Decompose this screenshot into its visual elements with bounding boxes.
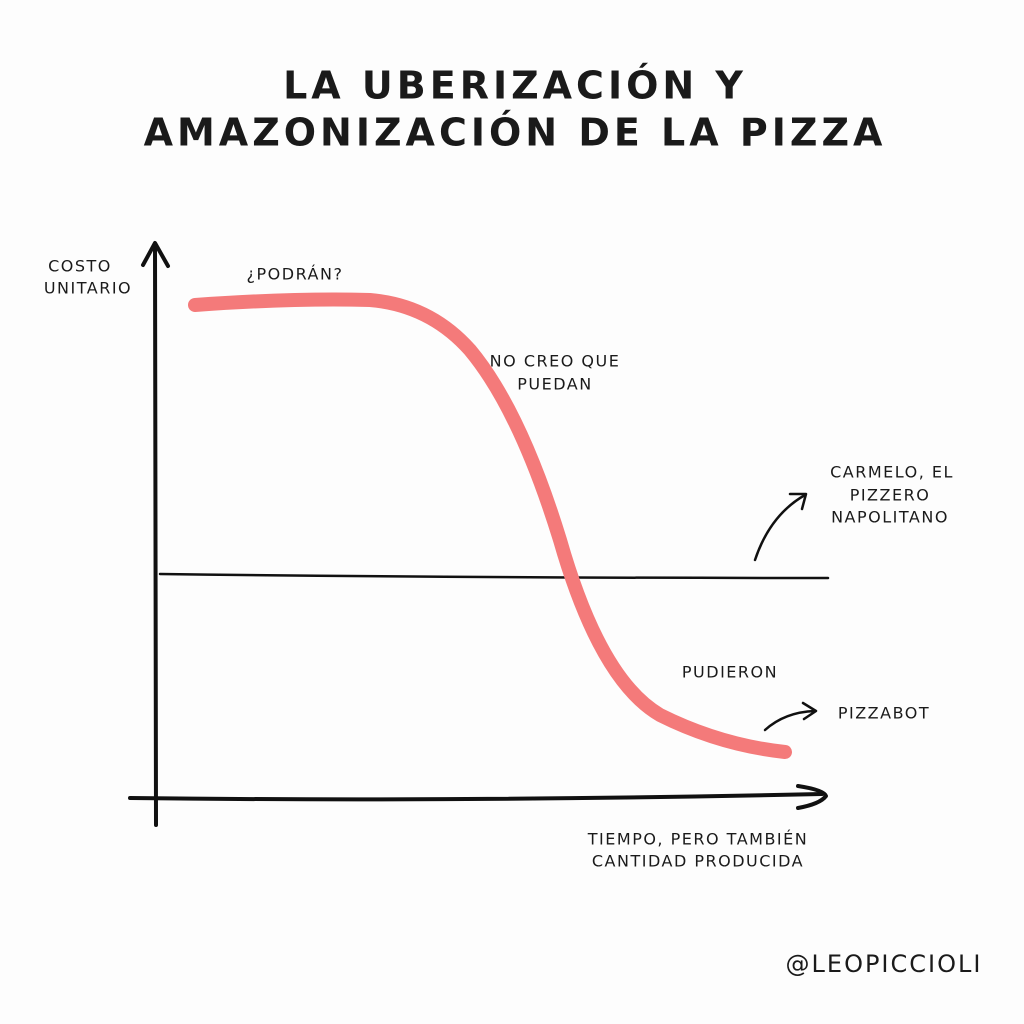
flat-cost-line [158, 572, 830, 580]
annotation: PUEDAN [517, 375, 592, 394]
title-line: LA UBERIZACIÓN Y [283, 64, 747, 108]
annotation-arrow [753, 493, 807, 562]
annotation: PUDIERON [682, 663, 778, 682]
y-axis-label: COSTO [48, 257, 112, 276]
credit: @LEOPICCIOLI [786, 950, 983, 978]
x-axis-arrow [796, 784, 828, 810]
annotation-arrowhead [801, 701, 818, 721]
annotation: PIZZABOT [838, 704, 930, 723]
title-line: AMAZONIZACIÓN DE LA PIZZA [144, 111, 887, 155]
annotation: ¿PODRÁN? [247, 265, 344, 284]
cost-curve [188, 292, 792, 759]
y-axis [153, 243, 158, 827]
annotation-arrowhead [788, 492, 808, 511]
annotation: CARMELO, EL [830, 463, 954, 482]
y-axis-arrow [141, 241, 170, 268]
x-axis [128, 792, 824, 802]
x-axis-label: CANTIDAD PRODUCIDA [592, 852, 804, 871]
annotation: NO CREO QUE [490, 352, 621, 371]
y-axis-label: UNITARIO [44, 279, 132, 298]
annotation: NAPOLITANO [831, 508, 949, 527]
annotation-arrow [763, 709, 817, 732]
x-axis-label: TIEMPO, PERO TAMBIÉN [587, 830, 808, 849]
annotation: PIZZERO [850, 486, 931, 505]
